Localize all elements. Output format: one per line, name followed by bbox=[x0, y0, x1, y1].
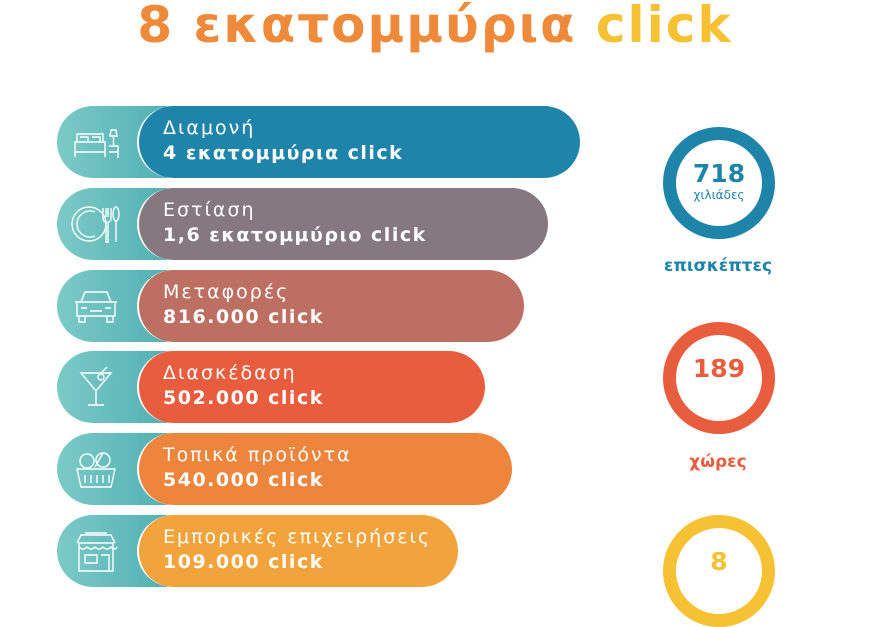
category-bar: Μεταφορές 816.000 click bbox=[137, 270, 524, 342]
plate-cutlery-icon bbox=[71, 206, 120, 243]
category-bar: Διασκέδαση 502.000 click bbox=[137, 351, 485, 423]
category-value: 816.000 click bbox=[163, 306, 324, 328]
category-label: Μεταφορές bbox=[163, 281, 290, 303]
stat-label: επισκέπτες bbox=[663, 256, 773, 276]
category-bar: Εστίαση 1,6 εκατομμύριο click bbox=[137, 188, 548, 260]
stat-label: χώρες bbox=[689, 452, 747, 472]
category-value: 540.000 click bbox=[163, 469, 324, 491]
stat-circle: 718 χιλιάδες bbox=[663, 127, 775, 239]
shop-icon bbox=[76, 532, 118, 572]
stat-unit: χιλιάδες bbox=[693, 188, 745, 202]
category-value: 4 εκατομμύρια click bbox=[163, 142, 404, 164]
stat-number: 8 bbox=[710, 547, 728, 576]
category-bar: Τοπικά προϊόντα 540.000 click bbox=[137, 433, 512, 505]
category-label: Εστίαση bbox=[163, 199, 256, 221]
category-value: 1,6 εκατομμύριο click bbox=[163, 224, 427, 246]
bed-icon bbox=[74, 129, 119, 158]
category-label: Εμπορικές επιχειρήσεις bbox=[163, 526, 432, 548]
car-icon bbox=[75, 291, 117, 323]
category-label: Τοπικά προϊόντα bbox=[163, 444, 352, 466]
category-value: 502.000 click bbox=[163, 387, 324, 409]
page-title: 8 εκατομμύρια click bbox=[137, 0, 733, 54]
category-label: Διασκέδαση bbox=[163, 362, 297, 384]
stat-circle: 8 bbox=[663, 515, 775, 627]
category-bar: Διαμονή 4 εκατομμύρια click bbox=[137, 106, 580, 178]
category-label: Διαμονή bbox=[163, 117, 256, 139]
category-value: 109.000 click bbox=[163, 551, 324, 573]
basket-icon bbox=[76, 452, 116, 488]
stat-number: 718 bbox=[692, 159, 746, 188]
cocktail-icon bbox=[79, 366, 113, 406]
stat-number: 189 bbox=[692, 354, 746, 383]
stat-circle: 189 bbox=[663, 322, 775, 434]
category-bar: Εμπορικές επιχειρήσεις 109.000 click bbox=[137, 515, 458, 587]
